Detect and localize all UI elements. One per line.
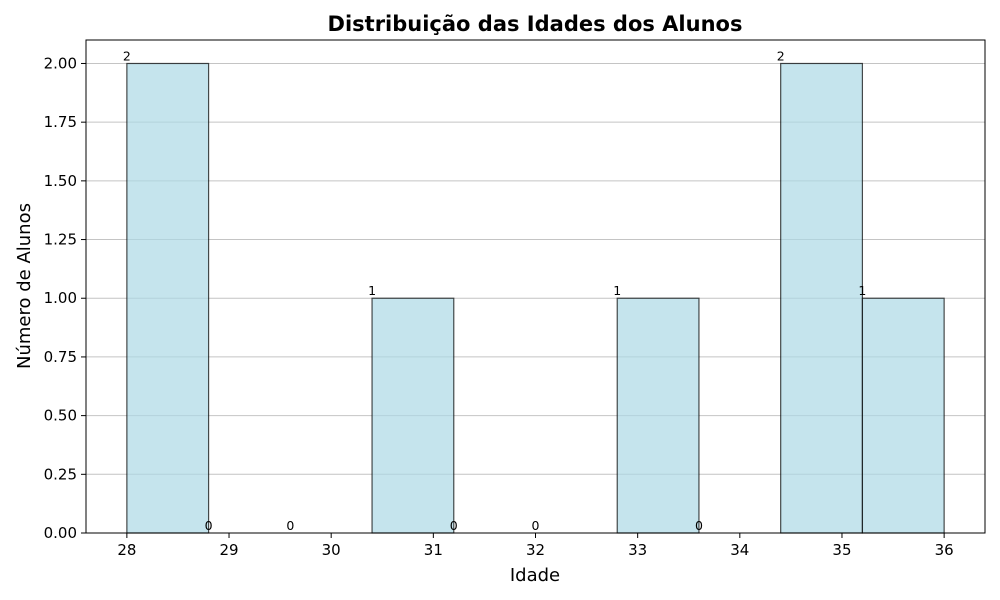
x-tick-label-1: 29: [219, 541, 238, 559]
y-tick-label-1: 0.25: [44, 465, 77, 483]
y-tick-label-6: 1.50: [44, 172, 77, 190]
y-axis-ticks: 0.00 0.25 0.50 0.75 1.00 1.25 1.50 1.75 2.00: [44, 54, 86, 542]
x-axis-ticks: 28 29 30 31 32 33 34 35 36: [117, 533, 954, 559]
y-tick-label-4: 1.00: [44, 289, 77, 307]
bar-6: [616, 297, 700, 534]
bar-label-3: 1: [368, 283, 376, 298]
bar-0: [126, 62, 210, 534]
bar-3: [371, 297, 455, 534]
bar-label-2: 0: [286, 518, 294, 533]
x-tick-label-0: 28: [117, 541, 136, 559]
x-tick-label-3: 31: [424, 541, 443, 559]
bar-label-6: 1: [613, 283, 621, 298]
y-tick-label-8: 2.00: [44, 54, 77, 72]
y-tick-label-3: 0.75: [44, 348, 77, 366]
bar-label-4: 0: [450, 518, 458, 533]
x-tick-label-8: 36: [935, 541, 954, 559]
bar-8: [780, 62, 864, 534]
bar-9: [861, 297, 945, 534]
bar-label-1: 0: [205, 518, 213, 533]
y-axis-label: Número de Alunos: [14, 203, 35, 369]
y-tick-label-2: 0.50: [44, 407, 77, 425]
bar-labels: 2 0 0 1 0 0 1 0 2 1: [123, 48, 866, 533]
x-tick-label-6: 34: [730, 541, 749, 559]
x-tick-label-4: 32: [526, 541, 545, 559]
bar-label-8: 2: [777, 48, 785, 63]
x-tick-label-7: 35: [832, 541, 851, 559]
bar-label-9: 1: [858, 283, 866, 298]
bars: [126, 62, 945, 534]
bar-label-5: 0: [532, 518, 540, 533]
x-tick-label-5: 33: [628, 541, 647, 559]
y-tick-label-0: 0.00: [44, 524, 77, 542]
grid-lines: [86, 62, 985, 534]
bar-label-0: 2: [123, 48, 131, 63]
y-tick-label-7: 1.75: [44, 113, 77, 131]
y-tick-label-5: 1.25: [44, 231, 77, 249]
chart-title: Distribuição das Idades dos Alunos: [328, 12, 743, 36]
x-axis-label: Idade: [510, 565, 560, 586]
bar-label-7: 0: [695, 518, 703, 533]
x-tick-label-2: 30: [322, 541, 341, 559]
